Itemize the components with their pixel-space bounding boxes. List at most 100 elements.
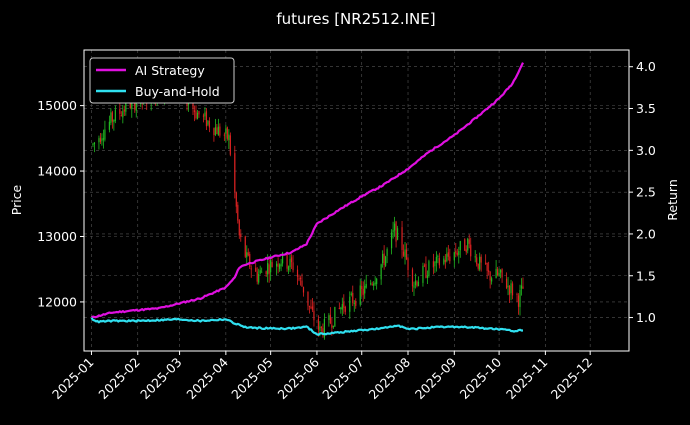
candle-body — [341, 304, 343, 310]
candle-body — [317, 318, 320, 330]
legend-ai-label: AI Strategy — [135, 63, 205, 78]
candle-body — [301, 280, 303, 287]
candle-body — [255, 267, 257, 272]
candle-body — [195, 111, 197, 119]
candle-body — [250, 268, 252, 270]
candle-body — [444, 259, 446, 263]
candle-body — [434, 261, 436, 267]
candle-body — [261, 271, 263, 273]
candle-body — [362, 288, 364, 295]
candle-body — [498, 273, 500, 276]
right-tick-label: 3.5 — [636, 101, 656, 116]
candle-body — [287, 266, 290, 271]
candle-body — [350, 293, 352, 295]
candle-body — [123, 109, 125, 112]
right-tick-label: 1.5 — [636, 268, 656, 283]
candle-body — [102, 138, 105, 140]
candle-body — [464, 239, 466, 251]
right-tick-label: 2.5 — [636, 185, 656, 200]
candle-body — [405, 249, 408, 260]
x-tick-label: 2025-11 — [503, 355, 551, 403]
candle-body — [249, 254, 251, 267]
candle-body — [256, 271, 258, 282]
candle-body — [392, 230, 394, 233]
candle-body — [393, 223, 396, 231]
candle-body — [244, 236, 246, 257]
x-tick-label: 2025-03 — [137, 355, 185, 403]
candle-body — [292, 262, 294, 271]
candle-body — [407, 258, 409, 271]
candle-body — [511, 283, 514, 296]
candle-body — [417, 281, 420, 287]
left-axis-label: Price — [9, 184, 24, 215]
candle-body — [470, 244, 472, 257]
candle-body — [376, 278, 378, 285]
candle-body — [340, 307, 342, 310]
candle-body — [279, 264, 281, 269]
candle-body — [522, 286, 524, 289]
candle-body — [453, 252, 455, 261]
candle-body — [480, 256, 482, 263]
grid-lines — [84, 50, 629, 351]
candle-body — [477, 263, 479, 269]
candle-body — [395, 221, 397, 242]
candle-body — [228, 134, 230, 141]
candle-body — [193, 110, 196, 113]
candle-body — [365, 283, 367, 288]
candle-body — [370, 283, 372, 285]
candle-body — [432, 261, 434, 268]
right-tick-label: 1.0 — [636, 310, 656, 325]
candle-body — [240, 234, 242, 237]
candle-body — [485, 262, 487, 264]
candle-body — [207, 120, 209, 125]
candle-body — [374, 282, 376, 285]
right-tick-label: 3.0 — [636, 143, 656, 158]
candle-body — [214, 127, 216, 136]
candle-body — [271, 262, 273, 267]
candle-body — [323, 319, 325, 338]
candle-body — [290, 257, 293, 263]
candle-body — [268, 264, 270, 274]
return-lines — [90, 62, 524, 336]
candle-body — [208, 120, 211, 128]
candle-body — [223, 134, 225, 136]
candle-body — [276, 263, 278, 267]
candle-body — [187, 102, 190, 105]
candle-body — [519, 289, 521, 307]
legend: AI Strategy Buy-and-Hold — [89, 57, 235, 104]
candle-body — [298, 278, 300, 280]
candle-body — [386, 249, 388, 256]
candle-body — [198, 111, 200, 115]
candle-body — [313, 310, 315, 321]
candle-body — [204, 112, 206, 117]
candle-body — [307, 291, 309, 306]
candle-body — [414, 280, 417, 286]
candle-body — [443, 258, 445, 264]
candle-body — [508, 285, 511, 295]
candle-body — [110, 112, 112, 124]
candle-body — [217, 126, 219, 136]
candle-body — [320, 326, 323, 328]
candle-body — [355, 301, 357, 306]
buy-and-hold-line — [90, 317, 523, 336]
candle-body — [237, 204, 239, 221]
candle-body — [280, 263, 282, 267]
candle-body — [119, 109, 121, 114]
candle-body — [476, 257, 478, 265]
candle-body — [507, 285, 509, 288]
candle-body — [338, 308, 340, 310]
candle-body — [259, 270, 261, 274]
candle-body — [344, 306, 346, 312]
left-tick-label: 15000 — [37, 98, 77, 113]
candle-body — [308, 305, 311, 307]
candle-body — [520, 285, 523, 289]
candle-body — [302, 286, 305, 293]
candle-body — [135, 102, 137, 111]
candle-body — [437, 256, 439, 258]
candle-body — [108, 121, 110, 130]
candle-body — [411, 269, 414, 287]
candle-body — [459, 241, 461, 251]
candle-body — [111, 112, 113, 122]
candle-body — [247, 252, 249, 256]
